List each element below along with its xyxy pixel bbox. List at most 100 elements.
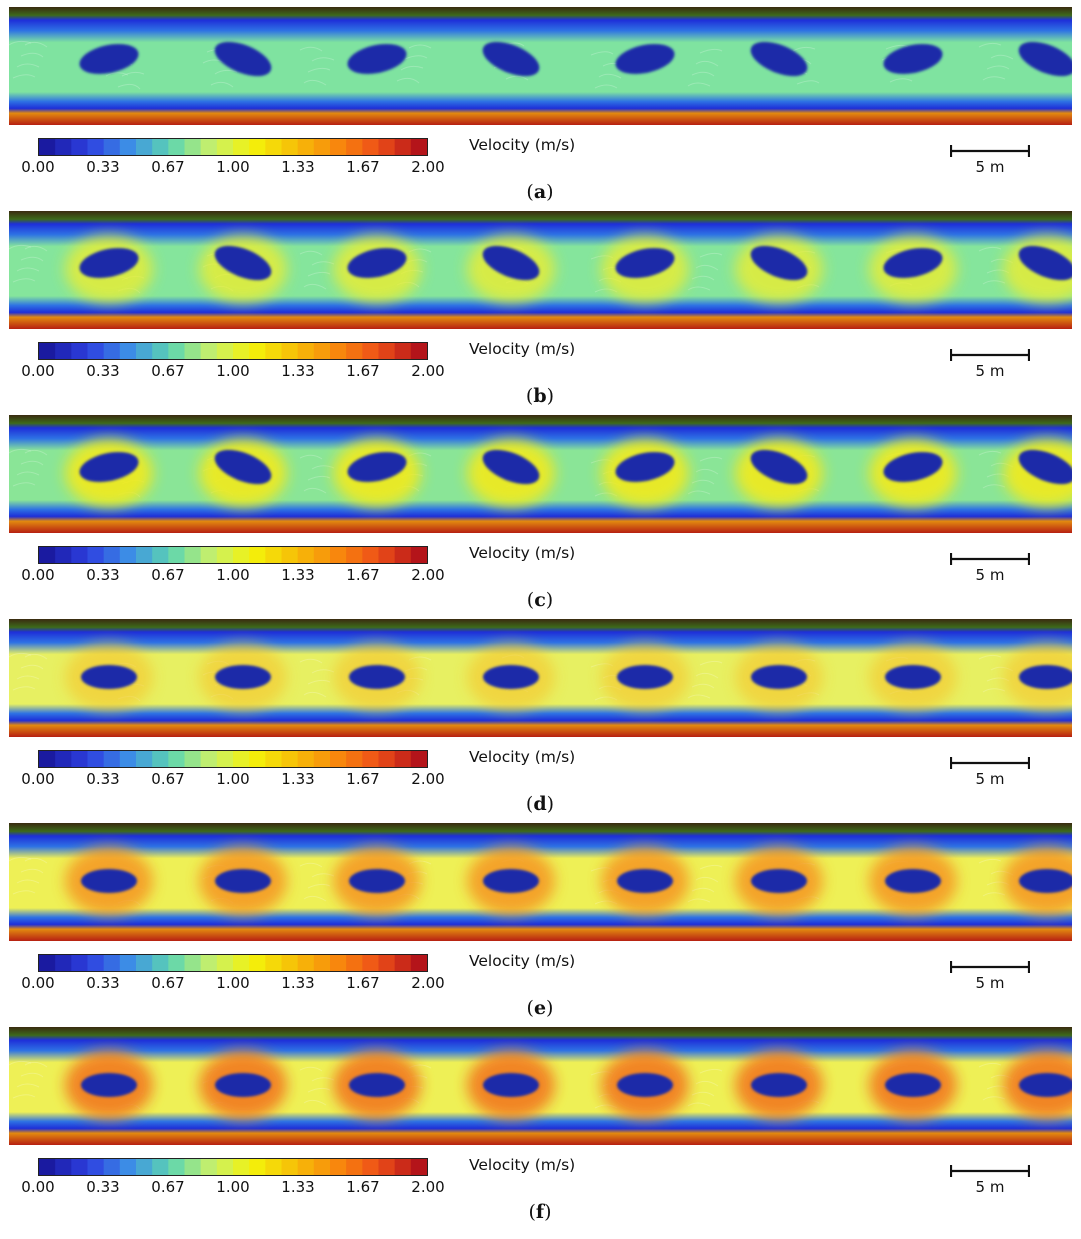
colorbar-segment (378, 547, 396, 563)
obstacle-1 (81, 1073, 137, 1097)
colorbar-tick-label: 2.00 (411, 158, 445, 176)
bed-texture-mark (687, 694, 711, 699)
bed-texture-mark (687, 286, 711, 291)
bed-texture-mark (9, 40, 32, 46)
obstacle-8 (1018, 449, 1072, 485)
colorbar-tick-labels: 0.00 0.33 0.67 1.00 1.33 1.67 2.00 (18, 362, 448, 382)
bed-texture-mark (796, 80, 820, 85)
bed-texture-mark (978, 246, 1002, 252)
colorbar-segment (346, 1159, 363, 1175)
colorbar-segment (168, 1159, 185, 1175)
bed-texture-mark (16, 879, 40, 884)
colorbar-segment (394, 343, 412, 359)
bed-texture-mark (978, 450, 1002, 456)
bed-texture-mark (12, 482, 36, 487)
colorbar-segment (152, 547, 169, 563)
figure-panel-f: 0.00 0.33 0.67 1.00 1.33 1.67 2.00 Velocity (m… (0, 1020, 1081, 1224)
colorbar-segment (87, 139, 105, 155)
obstacle-5 (615, 43, 675, 75)
bed-texture-mark (307, 679, 331, 685)
figure-panel-e: 0.00 0.33 0.67 1.00 1.33 1.67 2.00 Velocity (m… (0, 816, 1081, 1020)
colorbar-tick-label: 0.67 (151, 566, 185, 584)
bed-texture-mark (699, 252, 723, 258)
obstacle-6 (751, 869, 807, 893)
panel-label: (d) (525, 793, 555, 815)
bed-texture-mark (307, 67, 331, 73)
bed-texture-mark (303, 487, 327, 494)
colorbar-segment (119, 547, 137, 563)
bed-texture-mark (20, 664, 44, 670)
colorbar-segment (330, 547, 347, 563)
bed-texture-mark (889, 78, 913, 83)
colorbar-segment (168, 955, 185, 971)
colorbar-segment (281, 547, 299, 563)
colorbar-tick-label: 0.00 (21, 362, 55, 380)
obstacle-1 (81, 869, 137, 893)
scale-bar-label: 5 m (975, 1178, 1005, 1196)
colorbar-segment (233, 547, 250, 563)
bed-texture-mark (978, 858, 1002, 864)
colorbar-segment (103, 1159, 121, 1175)
panel-label: (a) (526, 181, 554, 203)
obstacle-2 (214, 449, 272, 485)
colorbar-segment (55, 139, 72, 155)
obstacle-4 (482, 449, 540, 485)
bed-texture-mark (9, 1060, 32, 1066)
bed-texture-mark (24, 1061, 48, 1068)
panel-label: (e) (526, 997, 554, 1019)
colorbar-segment (87, 343, 105, 359)
colorbar-segment (362, 139, 379, 155)
obstacle-3 (347, 43, 407, 75)
bed-texture-mark (16, 267, 40, 272)
colorbar-tick-label: 0.67 (151, 362, 185, 380)
scale-bar (950, 349, 1030, 361)
colorbar-segment (71, 343, 88, 359)
colorbar-segment (168, 343, 185, 359)
colorbar-tick-label: 0.00 (21, 1178, 55, 1196)
colorbar-segment (216, 139, 234, 155)
colorbar-title: Velocity (m/s) (469, 748, 576, 766)
colorbar-segment (55, 343, 72, 359)
colorbar-segment (265, 955, 282, 971)
bed-texture-mark (691, 479, 715, 485)
obstacle-6 (751, 665, 807, 689)
colorbar-segment (200, 955, 218, 971)
colorbar-segment (103, 139, 121, 155)
bed-texture-mark (691, 275, 715, 281)
scale-bar-label: 5 m (975, 362, 1005, 380)
colorbar-segment (362, 343, 379, 359)
bed-texture-mark (699, 660, 723, 666)
colorbar-tick-label: 0.00 (21, 158, 55, 176)
bed-texture-mark (210, 81, 234, 88)
colorbar-tick-label: 2.00 (411, 566, 445, 584)
obstacle-1 (79, 451, 139, 483)
colorbar-segment (216, 547, 234, 563)
figure-panel-c: 0.00 0.33 0.67 1.00 1.33 1.67 2.00 Velocity (m… (0, 408, 1081, 612)
obstacle-4 (483, 869, 539, 893)
colorbar-tick-label: 0.33 (86, 974, 120, 992)
bed-texture-mark (598, 73, 622, 79)
bed-texture-mark (307, 475, 331, 481)
obstacle-2 (214, 41, 272, 77)
bed-texture-mark (695, 1080, 719, 1087)
colorbar-segment (297, 1159, 315, 1175)
obstacle-7 (883, 247, 943, 279)
scale-bar (950, 1165, 1030, 1177)
colorbar-segment (378, 1159, 396, 1175)
colorbar-segment (55, 547, 72, 563)
obstacle-3 (347, 451, 407, 483)
colorbar-segment (330, 751, 347, 767)
colorbar-segment (55, 751, 72, 767)
velocity-colorbar (38, 954, 428, 972)
colorbar-segment (249, 139, 266, 155)
bed-texture-mark (982, 484, 1006, 489)
bed-texture-mark (695, 876, 719, 883)
colorbar-segment (87, 547, 105, 563)
bed-texture-mark (982, 892, 1006, 897)
obstacle-4 (482, 41, 540, 77)
figure-panel-a: 0.00 0.33 0.67 1.00 1.33 1.67 2.00 Velocity (m… (0, 0, 1081, 204)
obstacle-5 (617, 869, 673, 893)
colorbar-segment (330, 139, 347, 155)
bed-texture-mark (695, 264, 719, 271)
